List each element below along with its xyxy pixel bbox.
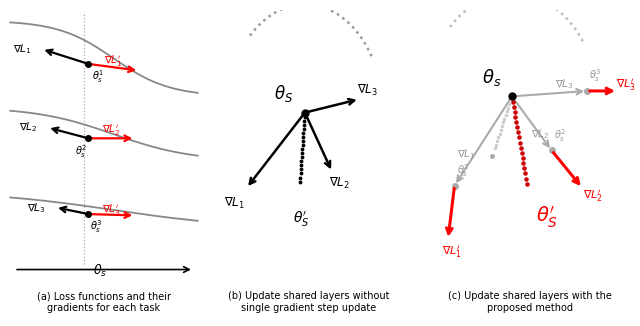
Text: $\nabla L_2$: $\nabla L_2$: [19, 121, 38, 134]
Text: $\theta_s$: $\theta_s$: [481, 67, 501, 88]
Text: $\theta_S'$: $\theta_S'$: [293, 210, 309, 229]
Text: $\nabla L_1'$: $\nabla L_1'$: [442, 244, 462, 260]
Text: $\theta_S'$: $\theta_S'$: [536, 205, 558, 230]
Text: (a) Loss functions and their
gradients for each task: (a) Loss functions and their gradients f…: [37, 291, 171, 313]
Text: $\nabla L_2'$: $\nabla L_2'$: [582, 188, 602, 204]
Text: $\theta_s^3$: $\theta_s^3$: [90, 219, 103, 235]
Text: $\nabla L_3'$: $\nabla L_3'$: [616, 77, 636, 93]
Text: $\nabla L_3$: $\nabla L_3$: [27, 201, 45, 215]
Text: (b) Update shared layers without
single gradient step update: (b) Update shared layers without single …: [228, 291, 390, 313]
Text: $\theta_s^2$: $\theta_s^2$: [554, 127, 566, 144]
Text: $\nabla L_3$: $\nabla L_3$: [357, 83, 378, 98]
Text: $\theta_s^2$: $\theta_s^2$: [75, 143, 87, 160]
Text: $\theta_s^3$: $\theta_s^3$: [589, 67, 602, 84]
Text: $\theta_s^1$: $\theta_s^1$: [92, 68, 104, 85]
Text: $\nabla L_3'$: $\nabla L_3'$: [102, 203, 121, 218]
Text: $\nabla L_2$: $\nabla L_2$: [328, 176, 349, 191]
Text: (c) Update shared layers with the
proposed method: (c) Update shared layers with the propos…: [447, 291, 612, 313]
Text: $\theta_s^1$: $\theta_s^1$: [457, 162, 469, 179]
Text: $\nabla L_3$: $\nabla L_3$: [555, 77, 573, 91]
Text: $\nabla L_1'$: $\nabla L_1'$: [104, 53, 123, 69]
Text: $\nabla L_1$: $\nabla L_1$: [457, 147, 476, 161]
Text: $\theta_S$: $\theta_S$: [274, 83, 293, 104]
Text: $\nabla L_2'$: $\nabla L_2'$: [102, 123, 121, 138]
Text: $\nabla L_1$: $\nabla L_1$: [13, 42, 32, 56]
Text: $\theta_s$: $\theta_s$: [93, 263, 107, 279]
Text: $\nabla L_2$: $\nabla L_2$: [531, 127, 550, 141]
Text: $\nabla L_1$: $\nabla L_1$: [223, 196, 244, 211]
